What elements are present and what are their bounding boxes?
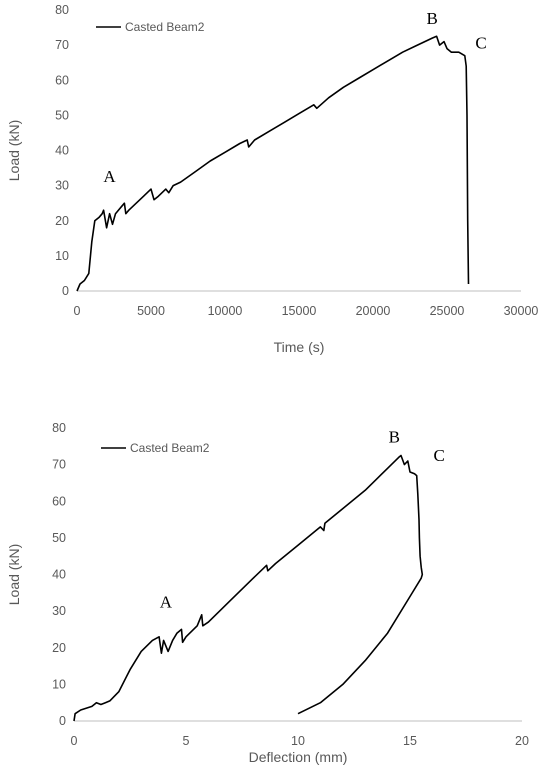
y-tick-label: 0 [59,714,66,728]
x-tick-label: 5 [183,734,190,748]
y-tick-label: 50 [52,531,66,545]
y-tick-label: 30 [55,179,69,193]
y-tick-label: 40 [52,568,66,582]
y-tick-label: 60 [55,73,69,87]
series-line [76,35,470,292]
x-tick-label: 25000 [430,304,465,318]
y-tick-label: 10 [52,677,66,691]
y-axis-title: Load (kN) [6,544,22,605]
y-axis-title: Load (kN) [6,120,22,181]
x-tick-label: 0 [71,734,78,748]
y-tick-label: 60 [52,494,66,508]
x-tick-label: 20000 [356,304,391,318]
legend-label: Casted Beam2 [130,441,210,455]
x-tick-label: 20 [515,734,529,748]
y-tick-label: 30 [52,604,66,618]
x-tick-label: 10 [291,734,305,748]
y-tick-label: 80 [55,3,69,17]
chart-1: 0 10 20 30 40 50 60 70 80 0 5000 10000 15000 20000 250… [6,3,538,355]
x-tick-label: 15000 [282,304,317,318]
y-tick-label: 50 [55,108,69,122]
x-tick-label: 5000 [137,304,165,318]
x-tick-label: 0 [74,304,81,318]
y-tick-label: 20 [55,214,69,228]
annotation-c: C [433,446,444,465]
y-tick-label: 70 [52,458,66,472]
y-tick-label: 70 [55,38,69,52]
x-axis-title: Time (s) [274,339,325,355]
annotation-a: A [103,167,116,186]
annotation-a: A [160,592,173,611]
x-tick-label: 15 [403,734,417,748]
annotation-c: C [475,34,486,53]
series-line [73,454,424,722]
x-tick-label: 10000 [208,304,243,318]
y-tick-label: 0 [62,284,69,298]
x-axis-title: Deflection (mm) [249,749,348,765]
annotation-b: B [389,428,400,447]
y-tick-label: 20 [52,641,66,655]
legend-label: Casted Beam2 [125,20,205,34]
x-tick-label: 30000 [504,304,539,318]
chart-2: 0 10 20 30 40 50 60 70 80 0 5 10 15 20 Deflection (mm)… [6,421,529,765]
y-tick-label: 80 [52,421,66,435]
y-tick-label: 40 [55,144,69,158]
y-tick-label: 10 [55,249,69,263]
annotation-b: B [427,9,438,28]
